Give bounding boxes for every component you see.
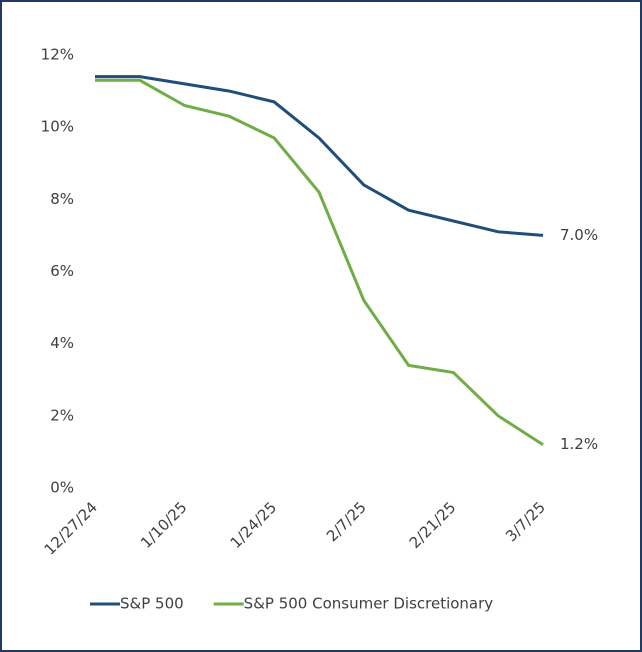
series-line [95,75,544,237]
series-line [95,78,544,446]
y-tick-label: 8% [50,190,74,208]
data-label: 1.2% [560,435,598,453]
legend-label: S&P 500 Consumer Discretionary [244,595,494,613]
data-label: 7.0% [560,226,598,244]
y-tick-label: 6% [50,262,74,280]
legend-label: S&P 500 [120,595,184,613]
y-tick-label: 10% [41,118,74,136]
y-tick-label: 12% [41,46,74,64]
y-tick-label: 4% [50,334,74,352]
y-tick-label: 2% [50,406,74,424]
y-tick-label: 0% [50,479,74,497]
